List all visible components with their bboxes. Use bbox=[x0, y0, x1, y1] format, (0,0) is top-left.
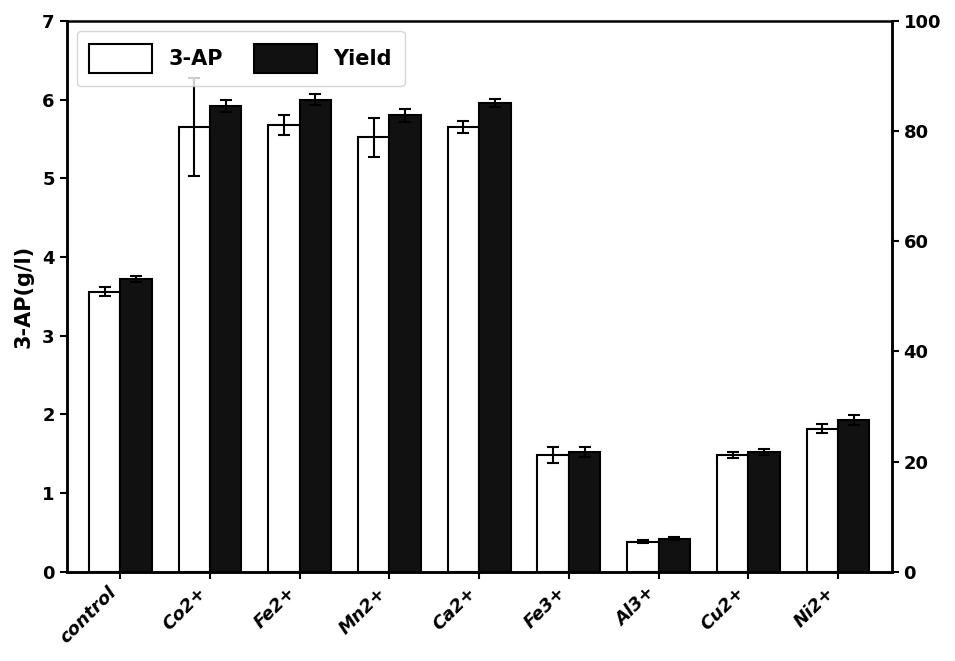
Bar bbox=[210, 106, 242, 572]
Bar bbox=[807, 428, 838, 572]
Legend: 3-AP, Yield: 3-AP, Yield bbox=[77, 31, 405, 86]
Bar bbox=[390, 115, 421, 572]
Bar bbox=[627, 542, 659, 572]
Bar bbox=[717, 455, 749, 572]
Bar bbox=[569, 452, 601, 572]
Bar bbox=[479, 102, 511, 572]
Bar bbox=[120, 279, 152, 572]
Bar bbox=[179, 127, 210, 572]
Bar bbox=[358, 137, 390, 572]
Bar bbox=[300, 100, 331, 572]
Bar bbox=[749, 452, 779, 572]
Bar bbox=[89, 292, 120, 572]
Bar bbox=[838, 420, 869, 572]
Bar bbox=[268, 125, 300, 572]
Y-axis label: 3-AP(g/l): 3-AP(g/l) bbox=[14, 245, 33, 348]
Bar bbox=[659, 539, 690, 572]
Bar bbox=[448, 127, 479, 572]
Bar bbox=[538, 455, 569, 572]
